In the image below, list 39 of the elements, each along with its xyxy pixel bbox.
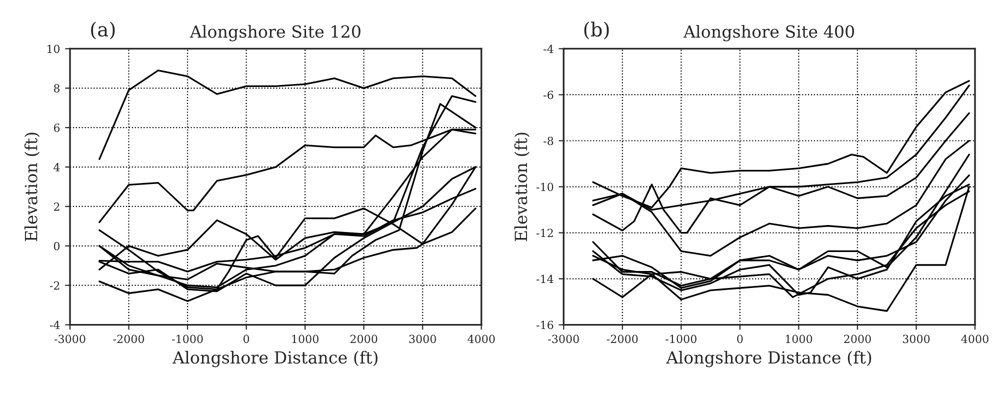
y-tick-label: -10	[536, 182, 554, 192]
y-tick-label: 10	[47, 44, 60, 54]
chart-title: Alongshore Site 400	[683, 24, 854, 42]
chart-title: Alongshore Site 120	[190, 24, 360, 42]
text: (b)	[584, 22, 609, 40]
y-tick-label: -2	[50, 281, 60, 290]
y-tick-label: -8	[544, 136, 554, 146]
y-tick-label: -4	[50, 320, 60, 330]
x-tick-label: 2000	[844, 334, 871, 344]
y-tick-label: 4	[54, 163, 60, 172]
x-tick-label: -2000	[606, 334, 638, 344]
x-tick-label: -3000	[54, 334, 86, 344]
x-tick-label: 2000	[350, 334, 378, 344]
x-tick-label: 1000	[292, 334, 318, 344]
y-tick-label: -14	[536, 274, 554, 284]
x-axis-title: Alongshore Distance (ft)	[666, 350, 872, 368]
x-tick-label: 3000	[902, 334, 930, 344]
y-tick-label: 0	[54, 242, 60, 250]
x-tick-label: -3000	[548, 334, 579, 344]
y-tick-label: -4	[544, 44, 554, 53]
y-tick-label: 6	[54, 124, 60, 132]
x-tick-label: -1000	[172, 334, 203, 344]
x-tick-label: 4000	[468, 334, 495, 344]
x-tick-label: 0	[737, 334, 743, 344]
y-axis-title: Elevation (ft)	[24, 132, 40, 242]
x-axis-title: Alongshore Distance (ft)	[172, 350, 378, 368]
y-tick-label: 8	[54, 84, 60, 93]
x-tick-label: 4000	[961, 334, 988, 344]
y-tick-label: -16	[536, 320, 554, 330]
x-tick-label: -2000	[113, 334, 144, 344]
x-tick-label: 0	[243, 334, 250, 344]
y-tick-label: -12	[536, 228, 553, 237]
y-tick-label: -6	[544, 90, 554, 100]
y-axis-title: Elevation (ft)	[514, 132, 530, 242]
x-tick-label: -1000	[666, 334, 696, 344]
x-tick-label: 3000	[409, 334, 436, 344]
x-tick-label: 1000	[786, 334, 812, 344]
text: (a)	[91, 22, 115, 40]
y-tick-label: 2	[54, 202, 60, 211]
